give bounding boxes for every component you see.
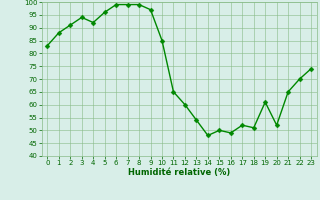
X-axis label: Humidité relative (%): Humidité relative (%) xyxy=(128,168,230,177)
